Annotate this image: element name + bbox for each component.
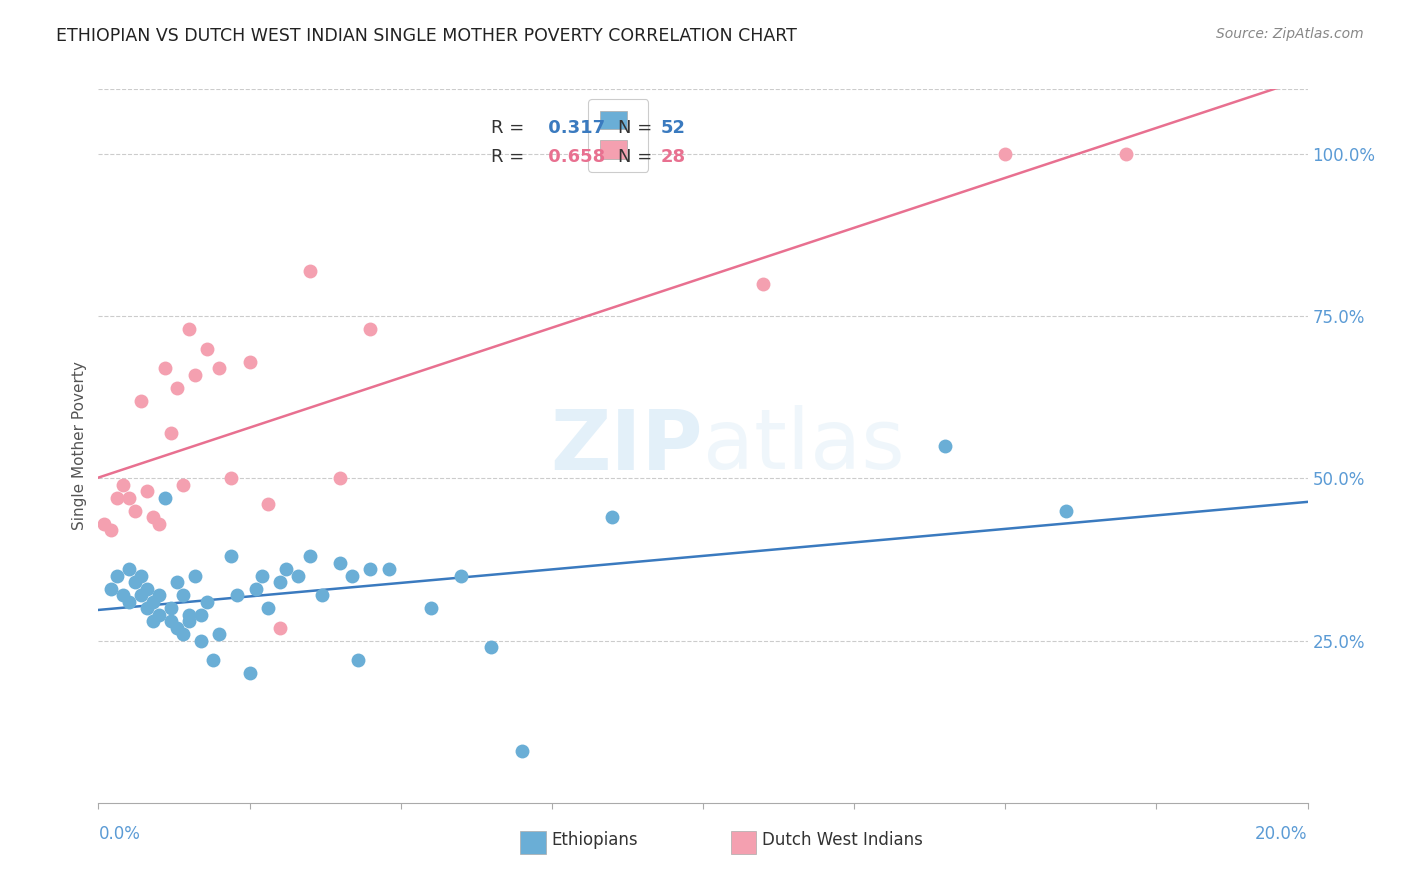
Point (100, 582, 122, 596)
Point (377, 562, 399, 576)
Point (239, 354, 262, 368)
Text: R =: R = (492, 120, 530, 137)
Point (179, 614, 201, 628)
Point (195, 342, 218, 356)
Text: 28: 28 (661, 148, 686, 166)
Point (287, 568, 309, 582)
Point (269, 621, 291, 635)
Text: 0.317: 0.317 (543, 120, 606, 137)
Point (190, 633, 212, 648)
Point (148, 588, 170, 602)
Point (105, 568, 128, 582)
Point (311, 588, 333, 602)
Point (179, 322, 201, 336)
Point (184, 368, 207, 382)
Point (510, 744, 533, 758)
Point (299, 549, 322, 564)
Point (172, 627, 194, 641)
Point (111, 478, 134, 492)
Point (208, 627, 231, 641)
Point (179, 607, 201, 622)
Point (111, 588, 134, 602)
Point (135, 484, 157, 499)
Point (142, 510, 165, 524)
Text: 52: 52 (661, 120, 686, 137)
Point (1115, 147, 1137, 161)
Point (481, 640, 503, 654)
Point (190, 607, 212, 622)
Point (347, 653, 370, 667)
Point (172, 588, 194, 602)
Point (160, 614, 183, 628)
Point (342, 568, 364, 582)
Point (118, 491, 141, 505)
Point (250, 568, 273, 582)
Point (274, 562, 297, 576)
Point (160, 425, 183, 440)
Text: Ethiopians: Ethiopians (551, 831, 638, 849)
Point (100, 524, 122, 538)
Point (118, 595, 141, 609)
Point (153, 361, 176, 376)
Point (148, 607, 170, 622)
Point (129, 588, 152, 602)
Point (256, 601, 278, 615)
Text: atlas: atlas (703, 406, 904, 486)
Point (245, 582, 267, 596)
Point (166, 575, 188, 590)
Point (118, 562, 141, 576)
Point (221, 549, 243, 564)
Text: 0.658: 0.658 (543, 148, 606, 166)
Point (105, 491, 128, 505)
Point (221, 471, 243, 485)
Point (1054, 504, 1077, 518)
Text: 20.0%: 20.0% (1256, 825, 1308, 843)
Point (360, 562, 382, 576)
Point (329, 471, 352, 485)
Text: Dutch West Indians: Dutch West Indians (762, 831, 922, 849)
Point (269, 575, 291, 590)
Point (208, 361, 231, 376)
Point (153, 491, 176, 505)
Text: ZIP: ZIP (551, 406, 703, 486)
Text: R =: R = (492, 148, 530, 166)
Point (450, 568, 472, 582)
Text: ETHIOPIAN VS DUTCH WEST INDIAN SINGLE MOTHER POVERTY CORRELATION CHART: ETHIOPIAN VS DUTCH WEST INDIAN SINGLE MO… (56, 27, 797, 45)
Point (752, 277, 775, 291)
Point (166, 621, 188, 635)
Point (360, 322, 382, 336)
Point (160, 601, 183, 615)
Point (602, 510, 624, 524)
Point (129, 393, 152, 408)
Point (129, 568, 152, 582)
Point (256, 497, 278, 511)
Point (994, 147, 1017, 161)
Point (172, 478, 194, 492)
Point (329, 556, 352, 570)
Text: N =: N = (619, 148, 658, 166)
Point (226, 588, 249, 602)
Point (184, 568, 207, 582)
Y-axis label: Single Mother Poverty: Single Mother Poverty (72, 361, 87, 531)
Point (148, 516, 170, 531)
Text: N =: N = (619, 120, 658, 137)
Point (202, 653, 225, 667)
Point (142, 595, 165, 609)
Text: 0.0%: 0.0% (98, 825, 141, 843)
Point (299, 264, 322, 278)
Point (195, 595, 218, 609)
Point (239, 666, 262, 681)
Point (93, 516, 115, 531)
Point (124, 575, 146, 590)
Point (166, 381, 188, 395)
Point (420, 601, 443, 615)
Point (135, 601, 157, 615)
Text: Source: ZipAtlas.com: Source: ZipAtlas.com (1216, 27, 1364, 41)
Point (124, 504, 146, 518)
Point (934, 439, 956, 453)
Legend: , : , (588, 99, 648, 172)
Point (135, 582, 157, 596)
Point (142, 614, 165, 628)
